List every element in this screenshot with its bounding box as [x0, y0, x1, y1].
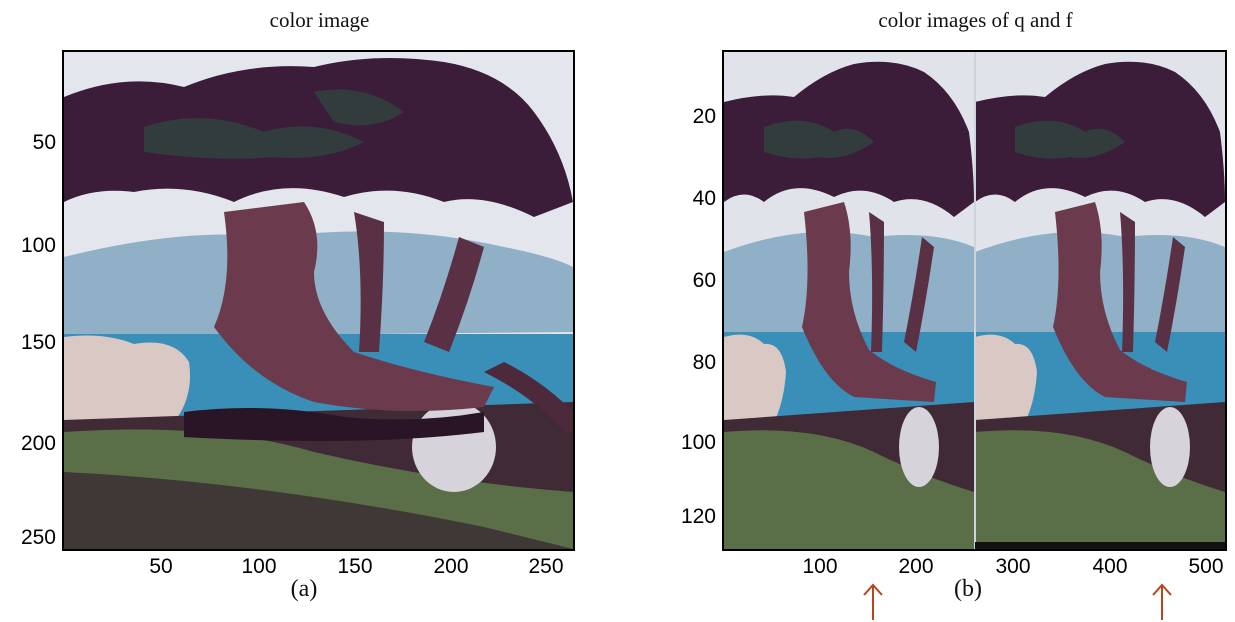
panel-b-caption: (b)	[954, 576, 982, 602]
panel-a-ytick: 100	[20, 234, 56, 257]
panel-a-ytick: 250	[20, 526, 56, 549]
panel-b-xtick: 300	[995, 555, 1031, 578]
panel-b-title: color images of q and f	[878, 8, 1073, 32]
tree-photo-q-and-f	[724, 52, 1225, 549]
panel-a-xtick: 150	[337, 555, 373, 578]
panel-a-caption: (a)	[290, 576, 318, 602]
panel-a-title: color image	[269, 8, 370, 32]
panel-b-ytick: 20	[692, 105, 716, 128]
panel-b-xtick: 100	[802, 555, 838, 578]
panel-b-xtick: 500	[1188, 555, 1224, 578]
panel-b-ytick: 120	[680, 505, 716, 528]
arrow-up-icon	[1152, 583, 1172, 620]
tree-photo-a	[64, 52, 573, 549]
panel-a-xtick: 50	[149, 555, 173, 578]
panel-a-ytick: 50	[32, 131, 56, 154]
panel-b-ytick: 60	[692, 269, 716, 292]
panel-a-xtick: 250	[528, 555, 564, 578]
panel-b-xtick: 200	[898, 555, 934, 578]
panel-a-ytick: 200	[20, 432, 56, 455]
panel-b-ytick: 40	[692, 187, 716, 210]
panel-a-ytick: 150	[20, 331, 56, 354]
panel-a-xtick: 200	[433, 555, 469, 578]
arrow-up-icon	[863, 583, 883, 620]
panel-b-xtick: 400	[1092, 555, 1128, 578]
panel-b-ytick: 80	[692, 351, 716, 374]
panel-b-ytick: 100	[680, 431, 716, 454]
panel-a-image	[62, 50, 575, 551]
panel-b-image	[722, 50, 1227, 551]
panel-a-xtick: 100	[241, 555, 277, 578]
